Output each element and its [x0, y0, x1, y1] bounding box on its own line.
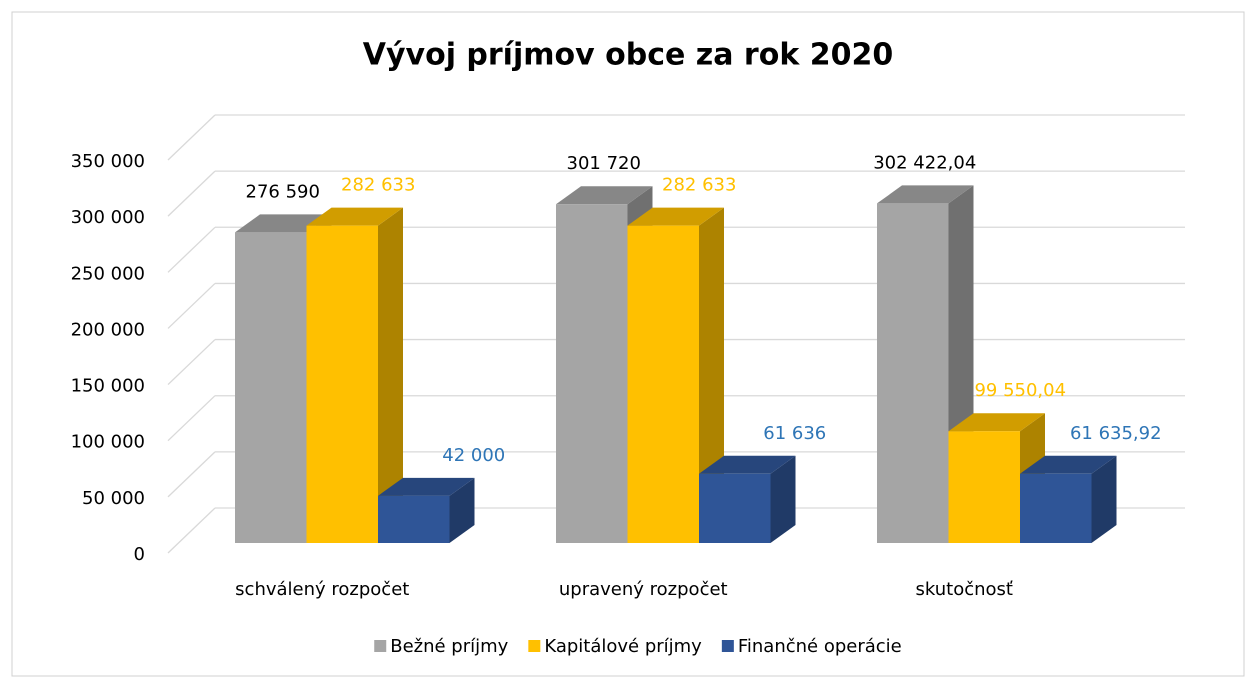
legend-label: Finančné operácie [738, 636, 902, 657]
data-label: 282 633 [341, 175, 415, 196]
x-tick-label: schválený rozpočet [235, 579, 409, 600]
grid-line-side [167, 226, 216, 273]
y-tick-label: 100 000 [71, 432, 145, 453]
y-tick-label: 350 000 [71, 151, 145, 172]
data-label: 61 636 [763, 423, 826, 444]
legend-swatch [374, 640, 387, 652]
legend-item: Kapitálové príjmy [528, 636, 702, 657]
data-label: 42 000 [442, 445, 505, 466]
y-tick-label: 200 000 [71, 319, 145, 340]
grid-line-side [167, 339, 216, 386]
legend-swatch [528, 640, 541, 652]
legend-item: Bežné príjmy [374, 636, 509, 657]
data-label: 282 633 [662, 175, 736, 196]
bar [699, 473, 771, 543]
bar [556, 204, 628, 543]
data-label: 99 550,04 [974, 380, 1066, 401]
y-tick-label: 300 000 [71, 207, 145, 228]
bar-top [699, 455, 796, 474]
legend-item: Finančné operácie [721, 636, 902, 657]
bar-top [627, 207, 724, 226]
bar-top [948, 413, 1045, 432]
chart-title: Vývoj príjmov obce za rok 2020 [363, 38, 893, 73]
data-label: 61 635,92 [1070, 423, 1162, 444]
bar-top [877, 185, 974, 204]
data-label: 276 590 [246, 181, 320, 202]
bar [306, 225, 378, 543]
bar [1020, 473, 1092, 543]
grid-line-side [167, 282, 216, 329]
bar [378, 495, 450, 543]
y-tick-label: 50 000 [82, 488, 145, 509]
grid-line-side [167, 451, 216, 498]
data-label: 301 720 [567, 153, 641, 174]
bar-side [378, 207, 403, 543]
grid-line-side [167, 507, 216, 554]
bar-top [1020, 455, 1117, 474]
grid-line-side [167, 395, 216, 442]
bar [235, 232, 307, 543]
bar-top [306, 207, 403, 226]
legend-label: Bežné príjmy [390, 636, 508, 657]
grid-line-side [167, 170, 216, 217]
bar-side [770, 455, 796, 543]
bar-side [699, 207, 724, 543]
y-tick-label: 150 000 [71, 376, 145, 397]
legend-swatch [721, 640, 734, 652]
bar-top [556, 186, 653, 205]
bar [948, 431, 1020, 543]
bar-side [1091, 455, 1117, 543]
x-tick-label: skutočnosť [916, 579, 1013, 600]
data-label: 302 422,04 [873, 152, 976, 173]
grid-line-side [167, 114, 216, 161]
bar-top [378, 477, 475, 496]
y-tick-label: 250 000 [71, 263, 145, 284]
bar-side [449, 477, 475, 543]
bar [627, 225, 699, 543]
legend-label: Kapitálové príjmy [544, 636, 702, 657]
y-tick-label: 0 [134, 544, 145, 565]
x-tick-label: upravený rozpočet [559, 579, 728, 600]
bar [877, 203, 949, 543]
